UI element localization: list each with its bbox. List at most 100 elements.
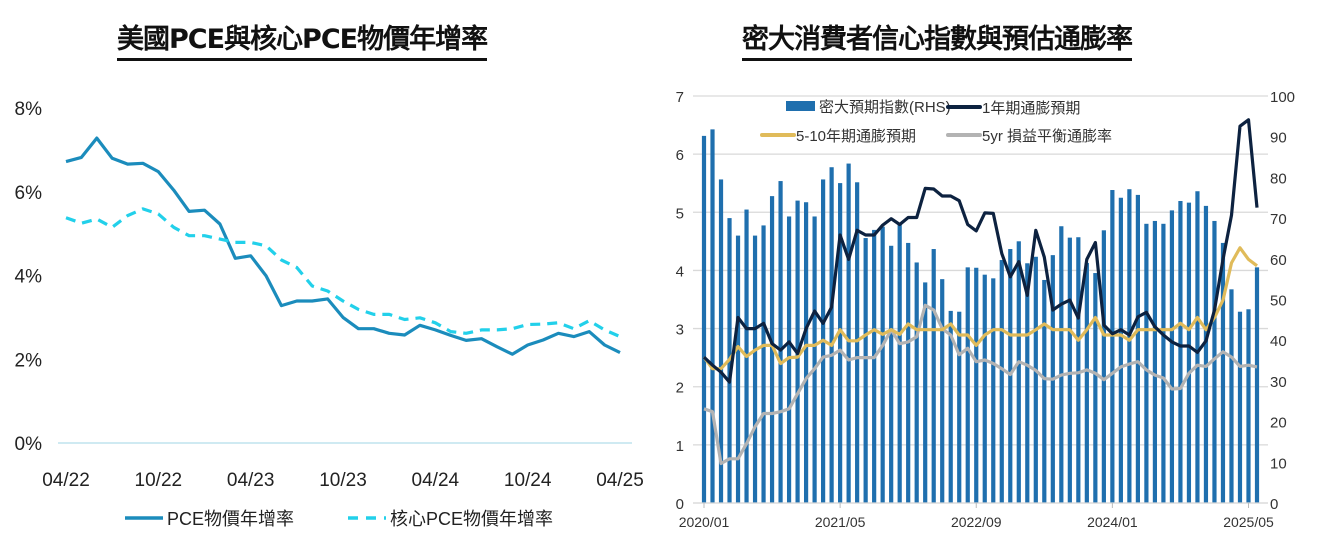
bar-expectations-index <box>786 216 792 504</box>
legend-label: 密大預期指數(RHS) <box>819 99 951 116</box>
bar-expectations-index <box>1033 256 1038 503</box>
series-line-core-pce <box>65 207 621 339</box>
x-tick-label: 04/22 <box>42 470 90 491</box>
right-y-tick-label: 70 <box>1270 211 1287 228</box>
bar-expectations-index <box>1084 262 1089 503</box>
x-tick-label: 04/24 <box>412 470 460 491</box>
right-y-tick-label: 100 <box>1270 89 1295 106</box>
legend-label: 1年期通膨預期 <box>982 100 1080 117</box>
right-y-tick-label: 30 <box>1270 374 1287 391</box>
right-y-tick-label: 50 <box>1270 293 1287 310</box>
y-tick-label: 0% <box>15 434 43 455</box>
bar-expectations-index <box>710 129 715 503</box>
bar-expectations-index <box>1093 273 1098 503</box>
series-line-1yr-expectation <box>702 118 1259 384</box>
bar-expectations-index <box>914 262 919 503</box>
bar-expectations-index <box>735 235 741 503</box>
bar-expectations-index <box>1237 311 1243 503</box>
bar-expectations-index <box>1152 220 1158 503</box>
x-tick-label: 10/24 <box>504 470 552 491</box>
bar-expectations-index <box>1144 223 1149 503</box>
bar-expectations-index <box>701 135 707 504</box>
bar-expectations-index <box>1127 189 1132 503</box>
right-y-tick-label: 40 <box>1270 333 1287 350</box>
bar-expectations-index <box>778 181 783 504</box>
bar-expectations-index <box>982 274 987 503</box>
legend-label: PCE物價年增率 <box>167 509 294 529</box>
bar-expectations-index <box>906 242 911 503</box>
bar-expectations-index <box>752 235 758 503</box>
bar-expectations-index <box>1101 230 1106 503</box>
left-y-tick-label: 4 <box>676 263 684 280</box>
bar-expectations-index <box>1169 210 1175 503</box>
bar-expectations-index <box>965 267 970 503</box>
bar-expectations-index <box>872 229 877 503</box>
left-y-tick-label: 3 <box>676 322 684 339</box>
left-chart-title: 美國PCE與核心PCE物價年增率 <box>117 22 488 61</box>
bar-expectations-index <box>769 196 775 503</box>
x-tick-label: 10/23 <box>319 470 367 491</box>
left-y-tick-label: 6 <box>676 147 684 164</box>
x-tick-label: 04/23 <box>227 470 275 491</box>
left-y-tick-label: 2 <box>676 380 684 397</box>
bar-expectations-index <box>880 226 885 503</box>
legend-label: 核心PCE物價年增率 <box>390 509 553 529</box>
series-line-5-10yr-expectation <box>702 246 1258 371</box>
bar-expectations-index <box>1203 205 1209 503</box>
bar-expectations-index <box>1067 237 1072 504</box>
bar-expectations-index <box>1016 241 1021 503</box>
bar-expectations-index <box>863 238 868 503</box>
bar-expectations-index <box>897 223 902 504</box>
bar-expectations-index <box>1212 220 1217 503</box>
bar-expectations-index <box>1118 197 1123 503</box>
x-tick-label: 2021/05 <box>815 514 866 530</box>
bar-expectations-index <box>923 282 928 503</box>
right-y-tick-label: 10 <box>1270 455 1287 472</box>
bar-expectations-index <box>991 278 996 503</box>
bar-expectations-index <box>1229 289 1234 503</box>
bar-expectations-index <box>1195 191 1200 503</box>
bar-expectations-index <box>761 225 766 503</box>
bar-expectations-index <box>838 183 843 503</box>
bar-expectations-index <box>829 167 834 503</box>
bar-expectations-index <box>1059 226 1064 504</box>
bar-expectations-index <box>1254 267 1260 503</box>
left-y-tick-label: 7 <box>676 89 684 106</box>
bar-expectations-index <box>803 202 809 504</box>
legend-label: 5-10年期通膨預期 <box>796 128 916 145</box>
x-tick-label: 2025/05 <box>1223 514 1274 530</box>
bar-expectations-index <box>1246 309 1251 503</box>
x-tick-label: 2024/01 <box>1087 514 1138 530</box>
y-tick-label: 4% <box>15 267 43 288</box>
bar-expectations-index <box>889 245 894 503</box>
bar-expectations-index <box>1135 194 1140 503</box>
right-y-tick-label: 60 <box>1270 252 1287 269</box>
bar-expectations-index <box>999 260 1004 503</box>
bar-expectations-index <box>1110 190 1115 503</box>
x-tick-label: 04/25 <box>596 470 644 491</box>
bar-expectations-index <box>1076 237 1081 503</box>
left-y-tick-label: 1 <box>676 438 684 455</box>
bar-expectations-index <box>855 182 860 503</box>
bar-expectations-index <box>812 216 817 504</box>
right-y-tick-label: 20 <box>1270 415 1287 432</box>
right-y-tick-label: 0 <box>1270 496 1278 513</box>
legend-label: 5yr 損益平衡通膨率 <box>982 128 1112 145</box>
series-line-pce <box>65 136 621 356</box>
bar-expectations-index <box>974 267 979 503</box>
left-y-tick-label: 5 <box>676 205 684 222</box>
y-tick-label: 6% <box>15 183 43 204</box>
bar-expectations-index <box>1042 279 1047 503</box>
x-tick-label: 2020/01 <box>679 514 730 530</box>
bar-expectations-index <box>846 163 851 503</box>
bar-expectations-index <box>1186 202 1192 503</box>
y-tick-label: 2% <box>15 350 43 371</box>
x-tick-label: 2022/09 <box>951 514 1002 530</box>
bar-expectations-index <box>957 311 962 503</box>
right-y-tick-label: 90 <box>1270 130 1287 147</box>
right-chart-title: 密大消費者信心指數與預估通膨率 <box>742 22 1133 61</box>
series-line-5yr-breakeven <box>703 303 1258 466</box>
right-y-tick-label: 80 <box>1270 170 1287 187</box>
bar-expectations-index <box>1161 223 1166 503</box>
